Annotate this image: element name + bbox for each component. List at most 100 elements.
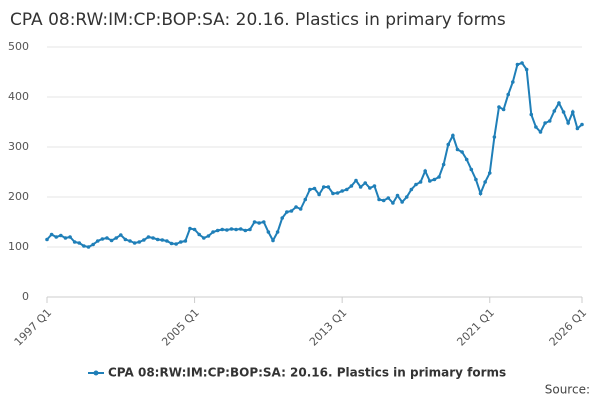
point (418, 180, 423, 184)
point (501, 107, 506, 112)
point (483, 180, 487, 184)
point (146, 235, 151, 239)
point (183, 239, 188, 243)
point (137, 240, 142, 244)
x-tick-label: 2026 Q1 (547, 306, 590, 349)
point (280, 216, 285, 220)
point (529, 112, 534, 117)
point (114, 236, 118, 240)
point (575, 126, 580, 131)
y-tick-label: 100 (8, 240, 29, 253)
point (520, 61, 524, 65)
point (188, 226, 192, 231)
point (202, 236, 206, 240)
point (570, 110, 575, 114)
point (580, 122, 584, 127)
point (446, 142, 451, 147)
point (317, 192, 321, 197)
point (169, 241, 174, 246)
point (45, 237, 49, 242)
point (275, 230, 280, 234)
point (225, 228, 229, 232)
point (261, 220, 266, 224)
point (552, 109, 557, 113)
point (557, 101, 561, 105)
x-tick-label: 2005 Q1 (159, 306, 202, 349)
y-tick-label: 400 (8, 90, 29, 103)
chart-title: CPA 08:RW:IM:CP:BOP:SA: 20.16. Plastics … (10, 10, 506, 30)
point (49, 232, 54, 237)
point (312, 186, 317, 191)
y-tick-label: 0 (22, 290, 29, 303)
point (354, 178, 358, 183)
point (59, 233, 63, 238)
point (428, 179, 432, 183)
point (303, 197, 308, 202)
point (248, 227, 252, 232)
point (294, 205, 298, 209)
point (142, 238, 146, 242)
point (363, 181, 368, 185)
point (340, 189, 344, 193)
x-tick-label: 2013 Q1 (307, 306, 350, 349)
point (160, 238, 165, 242)
point (451, 133, 455, 138)
y-tick-label: 300 (8, 140, 29, 153)
point (464, 157, 469, 162)
point (72, 240, 77, 244)
x-tick-label: 2021 Q1 (454, 306, 497, 349)
point (229, 227, 234, 231)
point (215, 228, 220, 233)
point (395, 193, 400, 198)
point (118, 233, 123, 237)
source: Source: (545, 383, 590, 397)
point (308, 187, 312, 192)
point (497, 105, 501, 109)
point (368, 186, 372, 190)
point (455, 147, 460, 152)
point (386, 196, 391, 200)
point (109, 238, 114, 243)
point (86, 245, 91, 249)
point (335, 191, 340, 195)
point (511, 80, 515, 84)
series-line (46, 61, 583, 249)
point (414, 182, 418, 187)
point (77, 241, 82, 245)
point (547, 119, 552, 123)
point (391, 201, 395, 205)
point (460, 150, 464, 154)
point (538, 130, 543, 134)
point (197, 232, 201, 237)
point (128, 239, 132, 243)
point (543, 121, 547, 125)
y-tick-label: 500 (8, 40, 29, 53)
point (437, 175, 441, 179)
point (561, 110, 566, 114)
point (321, 185, 326, 189)
point (524, 67, 529, 72)
point (409, 187, 414, 192)
point (132, 241, 137, 245)
point (63, 236, 68, 240)
point (326, 185, 331, 189)
point (234, 227, 238, 232)
point (285, 210, 289, 214)
point (474, 177, 478, 182)
point (151, 236, 155, 240)
x-tick-label: 1997 Q1 (12, 306, 55, 349)
point (404, 195, 409, 199)
point (534, 125, 538, 129)
legend-label: CPA 08:RW:IM:CP:BOP:SA: 20.16. Plastics … (108, 366, 506, 380)
y-tick-label: 200 (8, 190, 29, 203)
point (68, 235, 72, 239)
point (206, 234, 211, 238)
point (432, 177, 437, 182)
point (298, 207, 303, 211)
point (506, 92, 511, 97)
point (358, 185, 363, 189)
point (165, 239, 169, 243)
point (492, 135, 497, 139)
point (174, 242, 178, 246)
